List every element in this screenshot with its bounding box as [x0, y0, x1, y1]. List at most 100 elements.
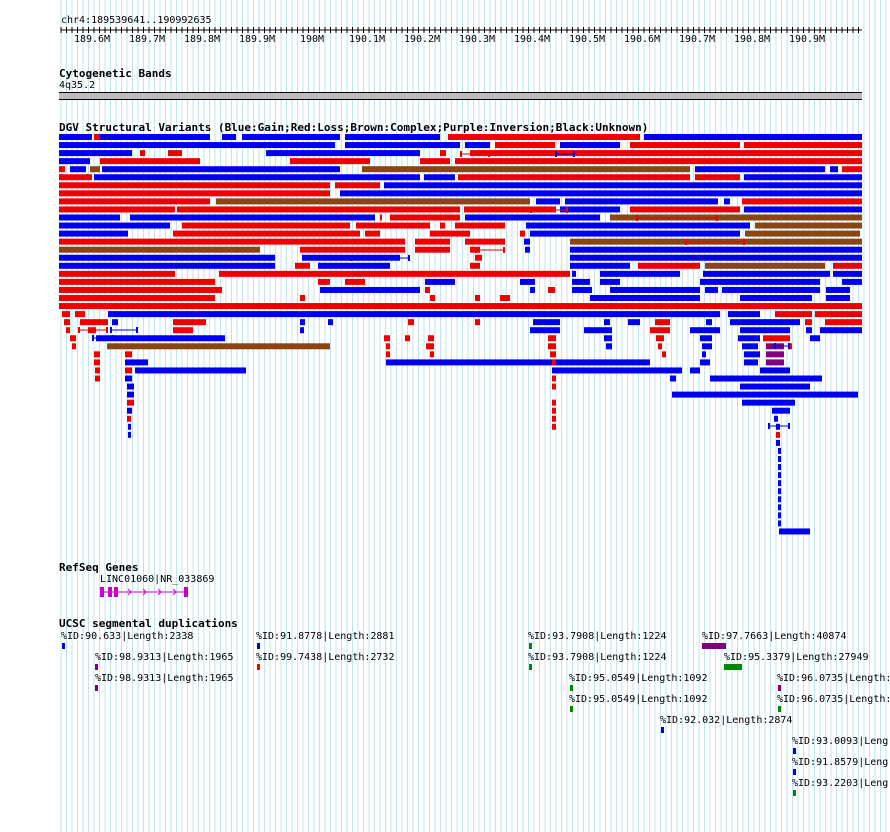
dgv-variant	[524, 238, 530, 245]
dgv-variant	[70, 166, 86, 173]
dgv-variant	[760, 367, 790, 374]
dgv-variant	[638, 262, 700, 269]
dgv-variant	[127, 399, 134, 406]
dgv-variant	[350, 255, 352, 261]
segdup-label[interactable]: %ID:92.032|Length:2874	[660, 715, 793, 726]
dgv-variant	[405, 335, 410, 342]
track-title-cytoband: Cytogenetic Bands	[59, 67, 172, 80]
dgv-variant	[825, 319, 862, 326]
segdup-label[interactable]: %ID:97.7663|Length:40874	[702, 631, 847, 642]
dgv-variant	[700, 335, 712, 342]
segdup-label[interactable]: %ID:90.633|Length:2338	[61, 631, 194, 642]
dgv-variant	[530, 286, 535, 293]
gene-label[interactable]: LINC01060|NR_033869	[100, 574, 215, 585]
dgv-variant	[425, 278, 455, 285]
dgv-variant	[630, 142, 740, 149]
dgv-variant	[778, 512, 781, 519]
cytoband-ideogram[interactable]	[59, 92, 862, 100]
dgv-variant	[59, 134, 92, 140]
segdup-label[interactable]: %ID:93.7908|Length:1224	[528, 652, 667, 663]
dgv-variant	[702, 351, 706, 358]
gene-strand-chevron	[127, 588, 132, 596]
dgv-variant	[662, 351, 666, 358]
base-position-ruler[interactable]	[0, 25, 890, 35]
dgv-variant	[742, 198, 862, 205]
dgv-variant	[570, 254, 862, 261]
dgv-variant	[745, 230, 860, 237]
dgv-variant	[730, 319, 800, 326]
dgv-variant	[776, 431, 780, 438]
dgv-variant	[650, 327, 670, 334]
dgv-variant	[430, 351, 434, 358]
dgv-variant	[59, 286, 222, 293]
segdup-label[interactable]: %ID:95.0549|Length:1092	[569, 694, 708, 705]
dgv-variant	[738, 335, 760, 342]
dgv-variant	[705, 286, 718, 293]
segdup-label[interactable]: %ID:93.0093|Leng	[792, 736, 889, 747]
segdup-label[interactable]: %ID:98.9313|Length:1965	[95, 673, 234, 684]
dgv-variant	[173, 327, 193, 334]
dgv-variant	[810, 335, 820, 342]
gene-model-linc01060[interactable]	[98, 585, 198, 599]
segdup-label[interactable]: %ID:96.0735|Length:	[777, 673, 890, 684]
dgv-variant	[744, 351, 760, 358]
dgv-variant	[59, 142, 335, 149]
dgv-variants-track[interactable]	[0, 132, 890, 542]
dgv-variant	[520, 230, 525, 237]
dgv-variant	[127, 391, 134, 398]
dgv-variant	[740, 383, 810, 390]
dgv-variant	[744, 359, 758, 366]
gene-exon	[114, 587, 118, 597]
dgv-variant	[788, 343, 790, 349]
ruler-tick-label: 189.8M	[183, 34, 221, 45]
segdup-label[interactable]: %ID:96.0735|Length:	[777, 694, 890, 705]
dgv-variant	[125, 367, 132, 374]
dgv-variant	[630, 206, 740, 213]
dgv-variant	[415, 246, 450, 253]
segdup-feature	[529, 664, 532, 670]
dgv-variant	[66, 327, 70, 334]
dgv-variant	[112, 335, 114, 341]
segdup-label[interactable]: %ID:91.8778|Length:2881	[256, 631, 395, 642]
dgv-variant	[658, 343, 662, 350]
dgv-variant	[744, 206, 862, 213]
segdup-label[interactable]: %ID:95.3379|Length:27949	[724, 652, 869, 663]
dgv-variant	[636, 215, 638, 221]
dgv-variant	[92, 335, 94, 341]
segdup-label[interactable]: %ID:91.8579|Leng	[792, 757, 889, 768]
dgv-variant	[475, 319, 480, 326]
dgv-variant	[59, 303, 862, 310]
ruler-tick-label: 189.6M	[73, 34, 111, 45]
segdup-label[interactable]: %ID:93.7908|Length:1224	[528, 631, 667, 642]
segdup-label[interactable]: %ID:93.2203|Leng	[792, 778, 889, 789]
segdup-label[interactable]: %ID:98.9313|Length:1965	[95, 652, 234, 663]
dgv-variant	[520, 278, 535, 285]
dgv-variant	[386, 343, 390, 350]
dgv-variant	[475, 254, 482, 261]
dgv-variant	[778, 504, 781, 511]
dgv-variant	[80, 319, 108, 326]
dgv-variant	[552, 415, 556, 422]
segdup-feature	[257, 643, 260, 649]
segdup-label[interactable]: %ID:95.0549|Length:1092	[569, 673, 708, 684]
dgv-variant	[59, 190, 330, 197]
dgv-variant	[525, 246, 530, 253]
dgv-variant	[95, 367, 100, 374]
ruler-tick-label: 190.1M	[348, 34, 386, 45]
dgv-variant	[806, 327, 812, 334]
dgv-variant	[778, 480, 781, 487]
dgv-variant	[86, 174, 88, 180]
dgv-variant	[552, 407, 556, 414]
dgv-variant	[475, 295, 480, 301]
dgv-variant	[536, 198, 560, 205]
segdup-feature	[257, 664, 260, 670]
dgv-variant	[743, 239, 745, 245]
dgv-variant	[565, 198, 718, 205]
dgv-variant	[700, 278, 820, 285]
dgv-variant	[460, 151, 462, 157]
dgv-variant	[552, 383, 556, 390]
dgv-variant	[552, 367, 682, 374]
segdup-label[interactable]: %ID:99.7438|Length:2732	[256, 652, 395, 663]
dgv-variant	[833, 270, 862, 277]
